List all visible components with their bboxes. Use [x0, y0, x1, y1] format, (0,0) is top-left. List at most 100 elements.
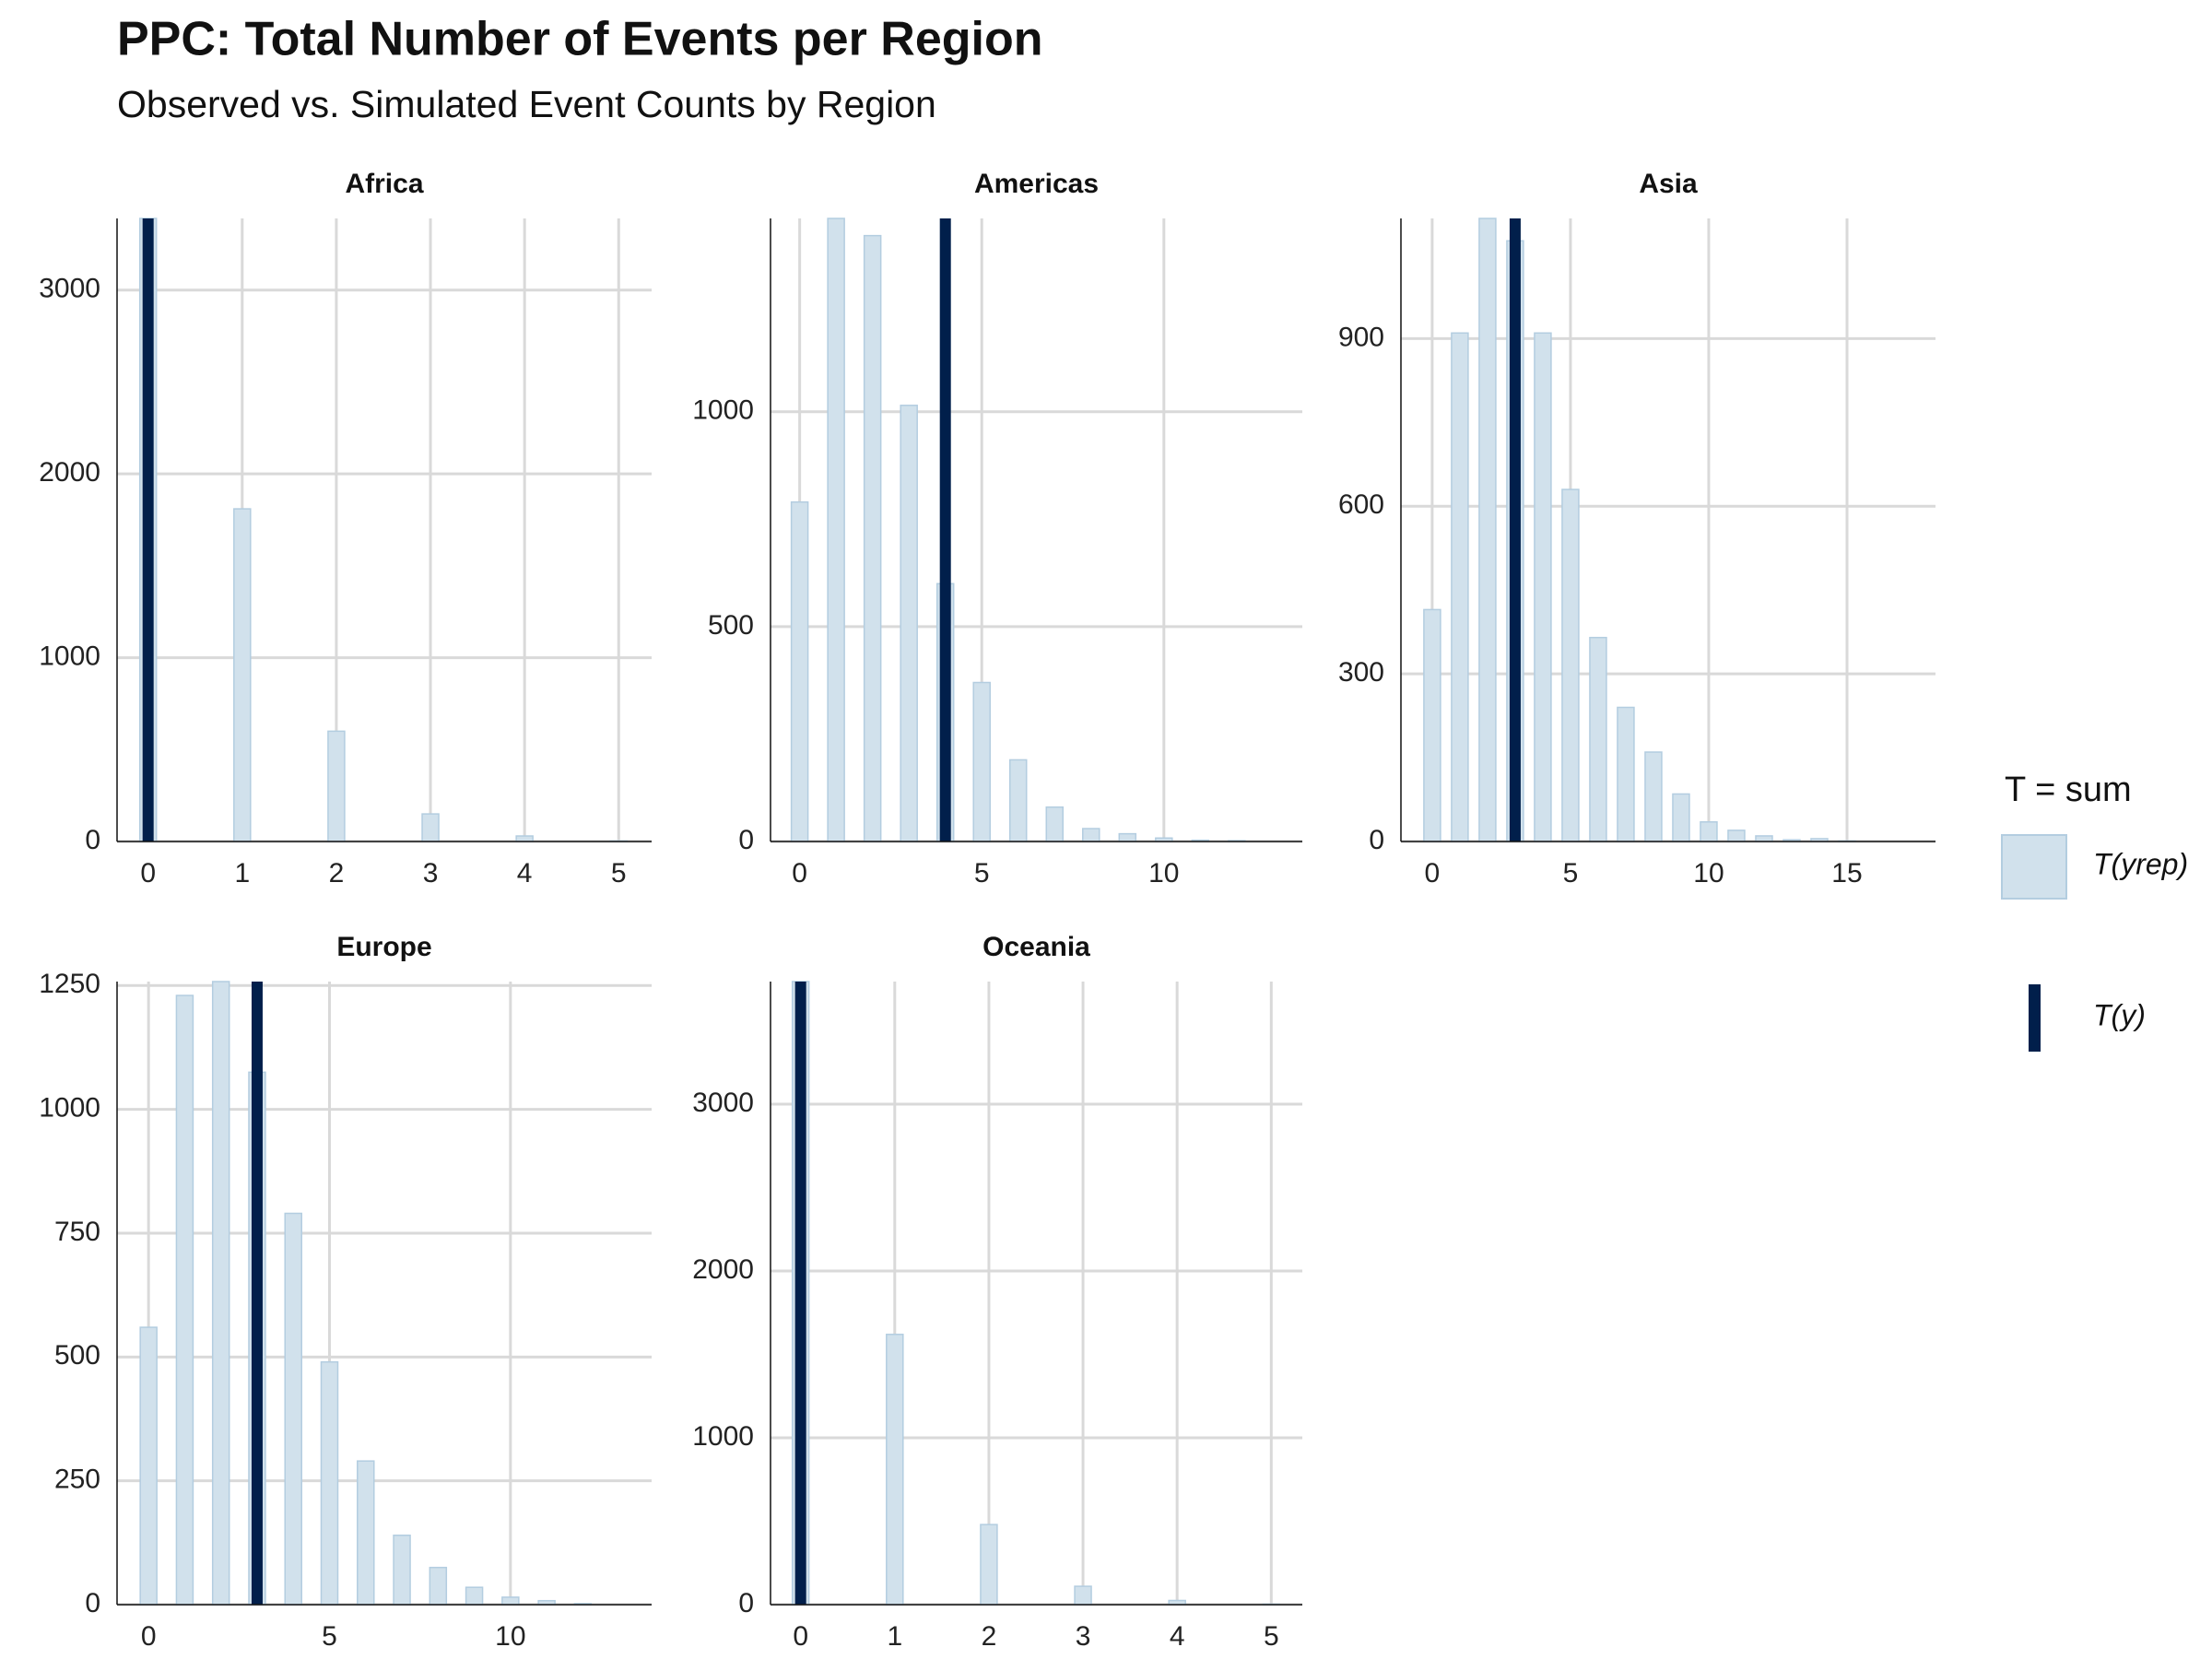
- x-tick-label: 10: [495, 1621, 525, 1652]
- x-tick-label: 2: [982, 1621, 997, 1652]
- x-tick-label: 5: [322, 1621, 337, 1652]
- bar: [284, 1212, 302, 1606]
- bar: [139, 1326, 158, 1606]
- x-tick-label: 3: [423, 858, 439, 888]
- bar: [501, 1596, 520, 1606]
- bar: [429, 1566, 448, 1606]
- legend-label: T(y): [2093, 998, 2146, 1031]
- bar: [900, 405, 918, 842]
- observed-line: [939, 218, 951, 841]
- bar: [863, 234, 882, 842]
- x-tick-label: 15: [1831, 858, 1862, 888]
- legend-swatch: [2029, 984, 2041, 1052]
- bar: [175, 994, 194, 1606]
- observed-line: [794, 982, 806, 1605]
- y-tick-label: 3000: [692, 1088, 754, 1118]
- bar: [1617, 706, 1635, 842]
- y-tick-label: 3000: [39, 274, 100, 304]
- facet-title: Americas: [974, 169, 1099, 199]
- bar: [1118, 832, 1137, 842]
- chart-subtitle: Observed vs. Simulated Event Counts by R…: [117, 83, 936, 125]
- x-tick-label: 3: [1076, 1621, 1091, 1652]
- y-tick-label: 1250: [39, 969, 100, 999]
- bar: [1561, 488, 1580, 842]
- y-tick-label: 2000: [39, 457, 100, 488]
- bar: [1423, 608, 1441, 842]
- x-tick-label: 0: [1425, 858, 1441, 888]
- bar: [1589, 636, 1607, 842]
- bar: [393, 1535, 411, 1606]
- x-tick-label: 0: [793, 1621, 808, 1652]
- facet-title: Oceania: [982, 932, 1090, 962]
- legend-title: T = sum: [2005, 771, 2132, 809]
- x-tick-label: 0: [792, 858, 807, 888]
- bar: [980, 1524, 998, 1606]
- bar: [1008, 759, 1028, 842]
- bar: [1700, 821, 1718, 842]
- y-tick-label: 1000: [39, 1093, 100, 1124]
- y-tick-label: 300: [1338, 657, 1384, 688]
- y-tick-label: 250: [54, 1465, 100, 1495]
- y-tick-label: 500: [708, 610, 754, 641]
- facet-title: Asia: [1639, 169, 1698, 199]
- y-tick-label: 900: [1338, 322, 1384, 352]
- observed-line: [142, 218, 154, 841]
- bar: [211, 981, 230, 1606]
- bar: [972, 681, 991, 842]
- y-tick-label: 2000: [692, 1254, 754, 1285]
- x-tick-label: 10: [1148, 858, 1179, 888]
- bar: [1727, 830, 1746, 842]
- bar: [1755, 835, 1773, 842]
- x-tick-label: 4: [517, 858, 533, 888]
- y-tick-label: 0: [738, 1588, 754, 1618]
- bar: [357, 1460, 375, 1606]
- bar: [233, 508, 252, 842]
- bar: [1672, 793, 1690, 842]
- bar: [790, 500, 809, 842]
- bar: [1478, 218, 1497, 842]
- x-tick-label: 2: [329, 858, 345, 888]
- bar: [1534, 332, 1552, 842]
- x-tick-label: 0: [141, 1621, 157, 1652]
- x-tick-label: 5: [1563, 858, 1579, 888]
- bar: [1045, 806, 1065, 842]
- y-tick-label: 1000: [692, 1421, 754, 1452]
- bar: [827, 218, 845, 842]
- bar: [465, 1586, 484, 1606]
- legend-swatch: [2001, 834, 2067, 900]
- x-tick-label: 1: [887, 1621, 902, 1652]
- legend-label: T(yrep): [2093, 847, 2188, 880]
- y-tick-label: 0: [85, 825, 100, 855]
- bar: [515, 835, 534, 842]
- bar: [421, 813, 440, 842]
- x-tick-label: 0: [140, 858, 156, 888]
- x-tick-label: 4: [1170, 1621, 1185, 1652]
- x-tick-label: 10: [1693, 858, 1724, 888]
- bar: [1644, 751, 1663, 842]
- y-tick-label: 0: [1369, 825, 1384, 855]
- bar: [1082, 828, 1100, 842]
- bar: [320, 1360, 339, 1606]
- bar: [1074, 1585, 1092, 1606]
- x-tick-label: 5: [1264, 1621, 1279, 1652]
- y-tick-label: 750: [54, 1217, 100, 1247]
- facet-title: Africa: [345, 169, 423, 199]
- x-tick-label: 5: [974, 858, 990, 888]
- y-tick-label: 1000: [39, 641, 100, 672]
- facet-title: Europe: [336, 932, 431, 962]
- y-tick-label: 500: [54, 1340, 100, 1371]
- chart-title: PPC: Total Number of Events per Region: [117, 13, 1042, 66]
- bar: [327, 730, 346, 842]
- observed-line: [1509, 218, 1521, 841]
- bar: [886, 1334, 904, 1606]
- x-tick-label: 5: [611, 858, 627, 888]
- observed-line: [251, 982, 263, 1605]
- y-tick-label: 0: [85, 1588, 100, 1618]
- x-tick-label: 1: [234, 858, 250, 888]
- y-tick-label: 600: [1338, 489, 1384, 520]
- y-tick-label: 1000: [692, 395, 754, 426]
- y-tick-label: 0: [738, 825, 754, 855]
- bar: [1451, 332, 1469, 842]
